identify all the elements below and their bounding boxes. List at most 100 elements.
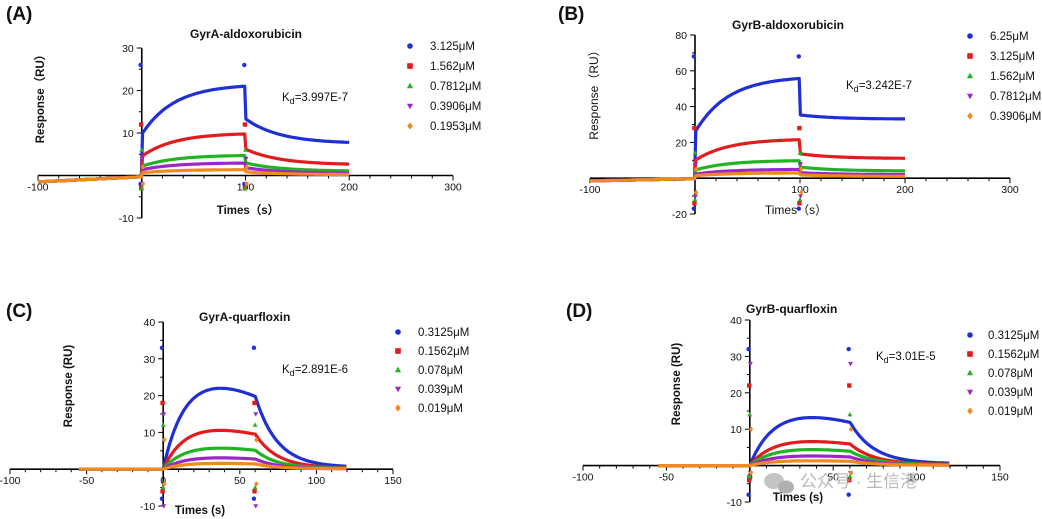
y-tick-label: -10 <box>140 501 155 513</box>
spike-marker <box>243 156 249 162</box>
panel-label: (C) <box>6 301 32 322</box>
panel-a: (A) GyrA-aldoxorubicin Kd=3.997E-7 -100 1… <box>6 4 481 225</box>
chart-title: GyrB-quarfloxin <box>746 302 837 316</box>
spike-marker <box>161 412 167 417</box>
legend-marker <box>407 43 413 49</box>
legend-label: 0.1562μM <box>418 346 469 358</box>
y-tick-label: 80 <box>675 30 687 42</box>
legend-label: 0.019μM <box>418 403 463 415</box>
spike-marker <box>693 194 699 199</box>
legend-marker <box>966 369 974 376</box>
x-tick-label: 300 <box>444 182 462 194</box>
spike-marker <box>848 361 853 367</box>
spike-marker <box>799 166 804 173</box>
y-tick-label: -10 <box>119 213 134 225</box>
series-line <box>657 459 950 468</box>
spike-marker <box>796 54 801 59</box>
spike-marker <box>796 206 801 211</box>
legend-marker <box>406 103 414 110</box>
legend-marker <box>967 53 973 59</box>
spike-marker <box>160 484 166 490</box>
panel-label: (B) <box>558 4 584 25</box>
y-tick-label: 20 <box>144 391 156 403</box>
spike-marker <box>140 181 146 187</box>
spike-marker <box>161 504 167 509</box>
series-line <box>37 168 350 184</box>
legend-label: 0.3906μM <box>990 111 1041 123</box>
legend-marker <box>966 72 974 79</box>
legend-label: 3.125μM <box>430 41 475 53</box>
spike-marker <box>243 147 248 152</box>
panel-label: (D) <box>566 301 592 322</box>
legend-label: 0.3906μM <box>430 101 481 113</box>
legend-marker <box>967 33 973 39</box>
y-tick-label: 30 <box>144 354 156 366</box>
y-tick-label: 10 <box>122 128 134 140</box>
watermark: 公众号 · 生信港 <box>764 472 917 494</box>
spike-marker <box>746 346 751 352</box>
spike-marker <box>254 481 259 487</box>
panel-d: (D) GyrB-quarfloxin Kd=3.01E-5 -100-5005… <box>566 301 1039 509</box>
x-tick-label: 150 <box>384 475 402 487</box>
spike-marker <box>747 473 753 479</box>
x-tick-label: -100 <box>27 182 48 194</box>
legend-label: 0.7812μM <box>430 81 481 93</box>
legend-marker <box>395 348 401 354</box>
legend-label: 3.125μM <box>990 51 1035 63</box>
spike-marker <box>160 422 166 427</box>
legend-label: 0.1562μM <box>988 349 1039 361</box>
spike-marker <box>747 361 753 367</box>
legend-marker <box>967 332 973 338</box>
panel-c: (C) GyrA-quarfloxin Kd=2.891E-6 -100 -50 0… <box>0 301 469 517</box>
x-tick-label: 200 <box>340 182 358 194</box>
spike-marker <box>253 412 259 417</box>
legend-marker <box>395 329 401 335</box>
spike-marker <box>692 197 698 202</box>
legend-label: 0.3125μM <box>988 330 1039 342</box>
y-tick-label: 20 <box>730 388 742 400</box>
spike-marker <box>799 189 804 196</box>
spike-marker <box>848 426 854 433</box>
legend-marker <box>966 389 974 396</box>
y-tick-label: 30 <box>730 351 742 363</box>
x-tick-label: 150 <box>991 472 1009 484</box>
spike-marker <box>138 62 143 68</box>
watermark-text: 公众号 · 生信港 <box>800 472 917 491</box>
y-axis-label: Response (RU) <box>671 343 683 426</box>
spike-marker <box>244 164 249 170</box>
spike-marker <box>847 477 852 483</box>
legend-label: 0.3125μM <box>418 327 469 339</box>
spike-marker <box>692 150 698 155</box>
spike-marker <box>253 504 259 509</box>
spike-marker <box>254 436 259 443</box>
spike-marker <box>242 122 248 127</box>
panel-b: (B) GyrB-aldoxorubicin Kd=3.242E-7 -100 1… <box>558 4 1041 221</box>
legend-marker <box>395 404 401 412</box>
spike-marker <box>252 484 258 490</box>
chart-title: GyrB-aldoxorubicin <box>732 18 844 32</box>
y-axis-label: Response（RU） <box>33 49 47 144</box>
spike-marker <box>244 181 249 187</box>
spike-marker <box>162 481 167 487</box>
y-tick-label: 20 <box>675 137 687 149</box>
legend-label: 0.078μM <box>418 365 463 377</box>
spike-marker <box>846 346 851 352</box>
spike-marker <box>694 166 699 173</box>
y-tick-label: -10 <box>727 497 742 509</box>
legend-marker <box>967 112 973 120</box>
y-tick-label: 40 <box>730 315 742 327</box>
x-tick-label: 100 <box>791 184 809 196</box>
spike-marker <box>160 400 165 406</box>
y-tick-label: 30 <box>122 43 134 55</box>
spike-marker <box>746 492 751 497</box>
y-tick-label: 40 <box>144 317 156 329</box>
legend-label: 0.1953μM <box>430 121 481 133</box>
legend-label: 0.078μM <box>988 368 1033 380</box>
spike-marker <box>139 147 145 152</box>
y-tick-label: 20 <box>122 86 134 98</box>
spike-marker <box>847 383 852 388</box>
series-line <box>589 171 906 183</box>
spike-marker <box>159 496 165 501</box>
x-tick-label: 100 <box>308 475 326 487</box>
